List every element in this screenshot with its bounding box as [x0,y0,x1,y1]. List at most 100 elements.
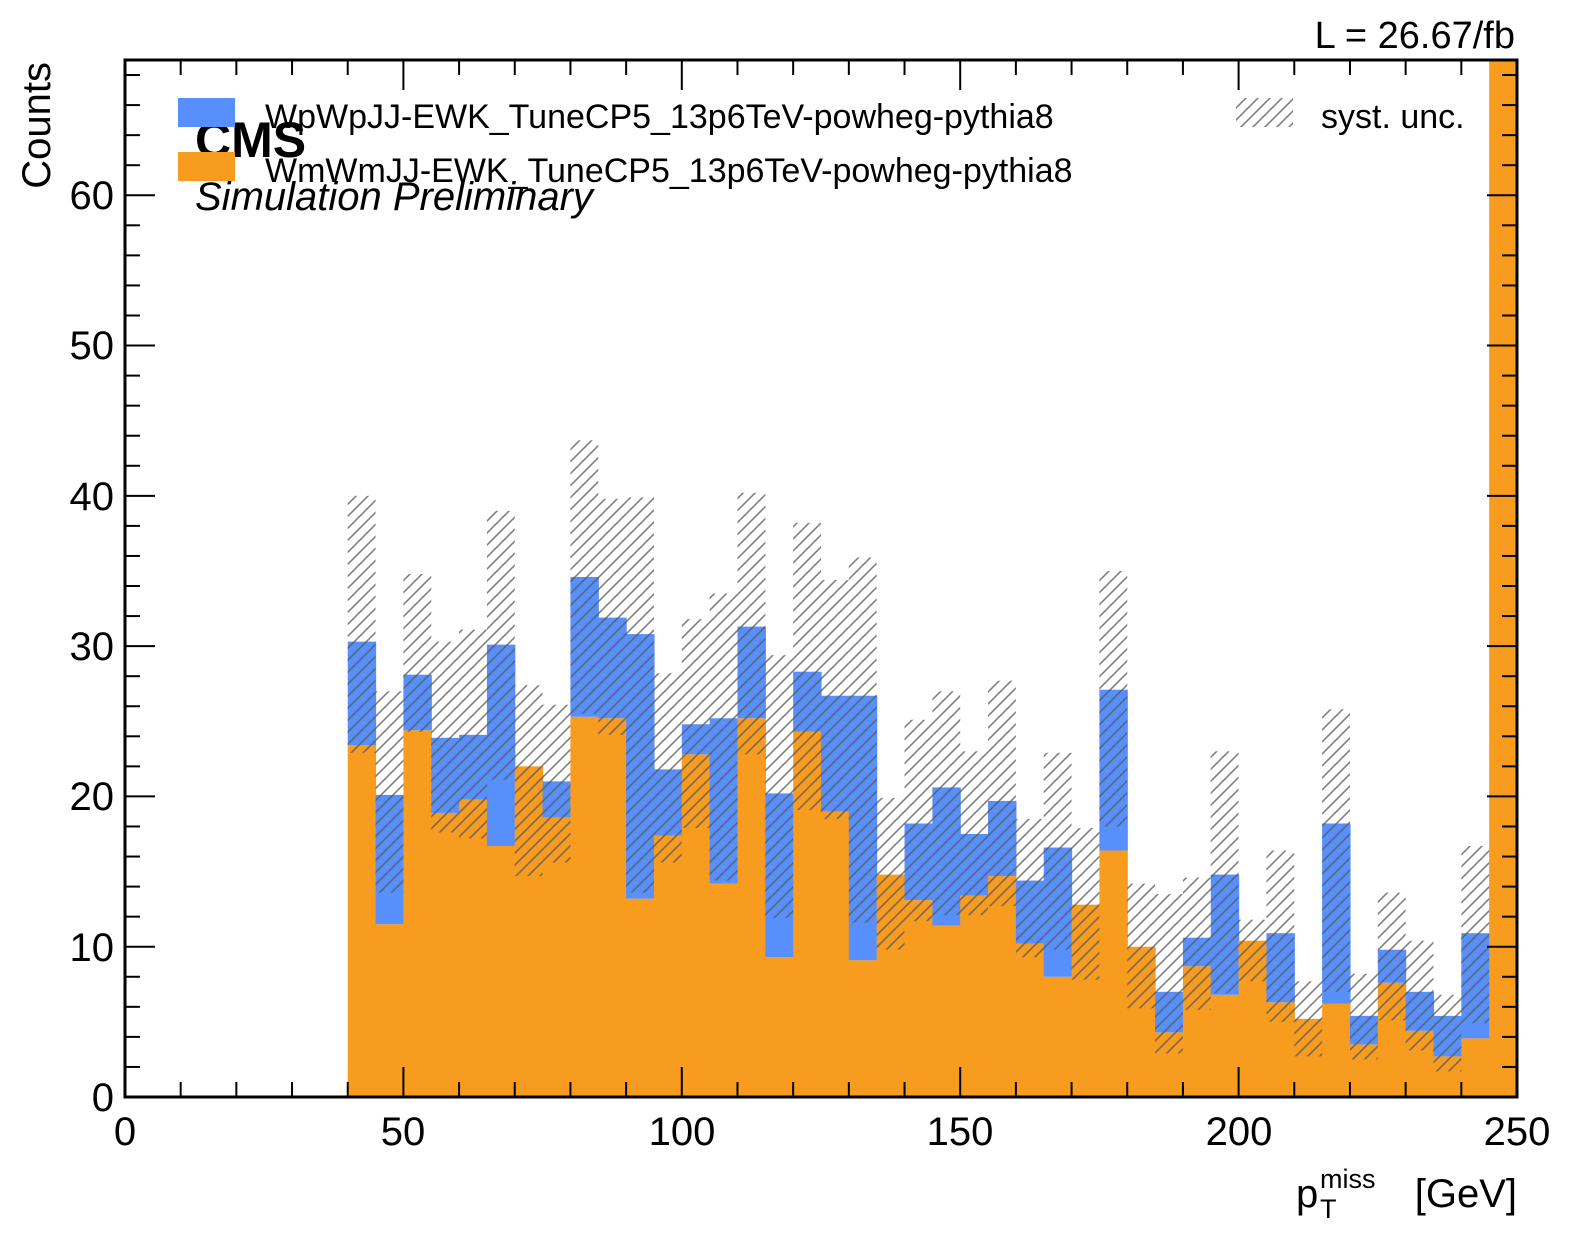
syst-unc-band [1043,752,1072,950]
syst-unc-band [486,510,515,780]
syst-unc-band [626,497,654,893]
bar-wmwm [848,960,878,1097]
syst-unc-band [681,619,710,828]
syst-unc-band [403,573,432,732]
syst-unc-band [1015,818,1044,958]
bar-wmwm [598,718,627,1097]
y-tick-labels: 0 10 20 30 40 50 60 [70,174,115,1120]
x-axis-title-sub: T [1320,1194,1337,1224]
lumi-label: L = 26.67/fb [1315,15,1515,57]
x-axis-title-main: p [1296,1172,1318,1216]
syst-unc-band [1461,846,1490,1024]
legend: WpWpJJ-EWK_TuneCP5_13p6TeV-powheg-pythia… [178,98,1465,190]
bar-wmwm [988,876,1017,1097]
bar-wmwm [542,817,572,1097]
syst-unc-band [653,673,682,863]
syst-unc-band [1182,877,1211,1010]
syst-unc-band [1071,827,1100,980]
bar-wmwm [403,730,432,1097]
y-tick-label: 60 [70,174,115,218]
x-tick-labels: 0 50 100 150 200 250 [114,1110,1551,1154]
syst-unc-band [1127,883,1156,1009]
syst-unc-band [793,522,821,810]
bar-wmwm [1489,60,1517,1097]
y-axis-title: Counts [15,62,59,189]
syst-unc-band [1377,892,1406,1021]
legend-swatch-wpwp [178,98,235,127]
syst-unc-band [848,557,877,923]
legend-label-wmwm: WmWmJJ-EWK_TuneCP5_13p6TeV-powheg-pythia… [265,152,1073,190]
syst-unc-band [347,495,376,753]
x-tick-label: 150 [927,1110,994,1154]
syst-unc-band [709,593,738,881]
legend-swatch-wmwm [178,152,235,181]
syst-unc-band [765,655,794,919]
bar-wmwm [570,716,599,1097]
syst-unc-band [1322,709,1350,992]
bar-wmwm [1015,943,1045,1097]
axis-ticks [124,60,1518,1098]
syst-unc-band [821,580,849,819]
y-tick-label: 0 [92,1076,114,1120]
x-tick-label: 0 [114,1110,136,1154]
bar-wmwm [1099,850,1128,1097]
syst-unc-band [1155,894,1183,1054]
bar-wmwm [765,957,794,1097]
legend-label-wpwp: WpWpJJ-EWK_TuneCP5_13p6TeV-powheg-pythia… [265,98,1054,136]
syst-unc-band [459,629,487,839]
x-tick-label: 50 [381,1110,426,1154]
bar-wmwm [431,812,460,1097]
syst-unc-band [598,498,627,735]
x-axis-title: p miss T [GeV] [1296,1164,1517,1224]
syst-unc-band [904,719,933,922]
bar-wmwm [626,898,655,1097]
bar-wmwm [1461,1038,1490,1097]
y-tick-label: 20 [70,775,115,819]
y-tick-label: 30 [70,625,115,669]
simulation-preliminary-label: Simulation Preliminary [195,175,596,219]
syst-unc-band [431,641,460,833]
syst-unc-band [988,680,1016,907]
syst-unc-band [1294,981,1323,1057]
y-tick-label: 50 [70,324,115,368]
bar-wmwm [904,900,933,1097]
syst-unc-band [1099,570,1128,827]
x-tick-label: 250 [1484,1110,1551,1154]
syst-unc-band [960,751,989,916]
bar-wmwm [737,718,766,1097]
bar-wmwm [1043,976,1073,1097]
bar-wmwm [709,883,739,1097]
syst-unc-band [876,797,905,950]
syst-unc-band [542,704,571,863]
y-tick-label: 40 [70,475,115,519]
syst-unc-band [570,440,599,714]
syst-unc-band [1405,940,1434,1051]
x-axis-title-sup: miss [1320,1164,1376,1194]
bar-wmwm [1210,994,1240,1097]
bar-wmwm [347,745,377,1097]
syst-unc-band [1433,994,1462,1072]
y-tick-label: 10 [70,926,115,970]
bar-wmwm [459,799,488,1097]
bar-wmwm [375,924,404,1097]
bar-wmwm [932,925,961,1097]
legend-swatch-syst-unc [1236,98,1293,127]
syst-unc-band [737,492,766,755]
syst-unc-band [514,685,543,877]
bar-wmwm [960,895,989,1097]
bar-wmwm [821,811,850,1097]
syst-unc-band [375,691,404,893]
plot-frame [123,58,1519,1099]
syst-unc-band [1266,850,1295,1022]
syst-unc-band [932,691,961,916]
bar-wmwm [653,835,683,1097]
syst-unc-band [1349,973,1378,1060]
syst-unc-band [1210,751,1239,994]
legend-label-syst-unc: syst. unc. [1321,98,1465,136]
x-tick-label: 100 [649,1110,716,1154]
bar-wmwm [486,846,516,1097]
x-axis-title-unit: [GeV] [1415,1172,1517,1216]
bar-wmwm [1322,1003,1351,1097]
x-tick-label: 200 [1206,1110,1273,1154]
